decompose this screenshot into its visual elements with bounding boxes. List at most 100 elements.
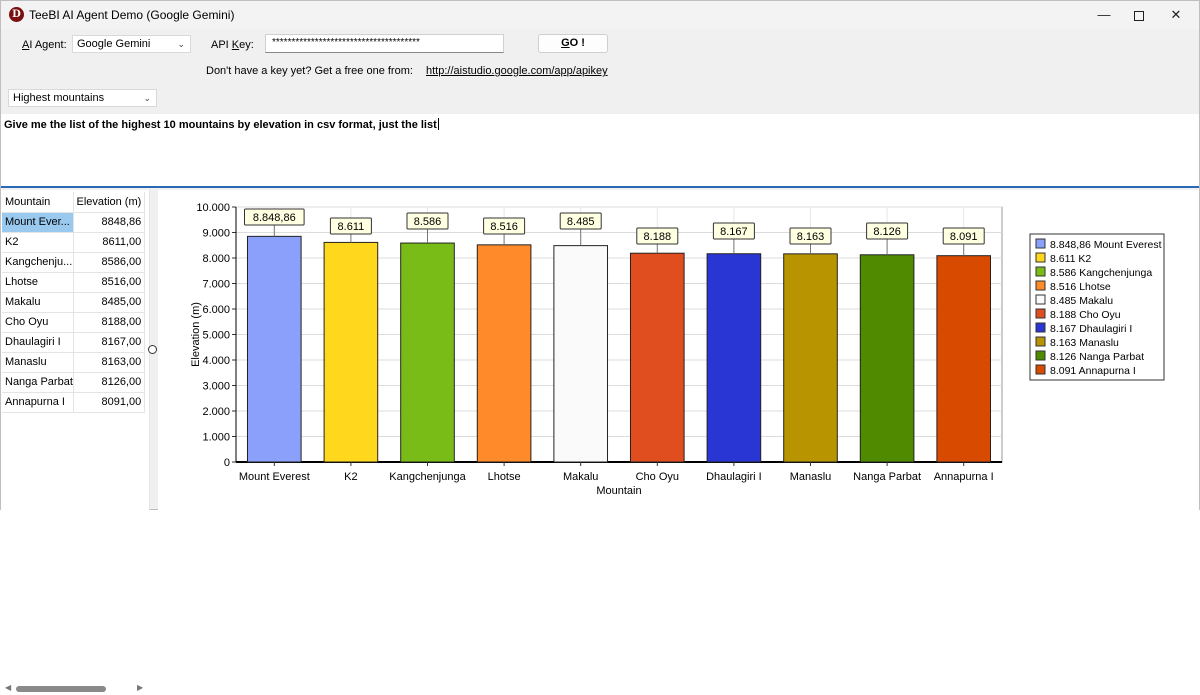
go-button-label: O ! <box>569 37 585 49</box>
maximize-icon <box>1134 10 1144 21</box>
legend-swatch <box>1035 294 1046 305</box>
cell-elevation[interactable]: 8848,86 <box>73 212 146 233</box>
data-label-box <box>483 217 526 235</box>
x-tick-label: K2 <box>344 471 357 483</box>
legend-swatch <box>1035 238 1046 249</box>
cell-mountain[interactable]: Lhotse <box>2 272 74 293</box>
data-label-box <box>329 217 372 235</box>
cell-elevation[interactable]: 8485,00 <box>73 292 146 313</box>
cell-mountain[interactable]: Makalu <box>2 292 74 313</box>
y-tick-label: 3.000 <box>202 381 230 393</box>
legend-entry: 8.516 Lhotse <box>1050 281 1111 293</box>
table-row[interactable]: Mount Ever... 8848,86 <box>2 212 146 233</box>
cell-elevation[interactable]: 8163,00 <box>73 352 146 373</box>
cell-elevation[interactable]: 8126,00 <box>73 372 146 393</box>
data-grid[interactable]: Mountain Elevation (m) Mount Ever... 8848… <box>1 190 150 692</box>
data-label: 8.586 <box>414 216 442 228</box>
cell-elevation[interactable]: 8611,00 <box>73 232 146 253</box>
api-key-link[interactable]: http://aistudio.google.com/app/apikey <box>426 65 608 77</box>
y-tick-label: 4.000 <box>202 355 230 367</box>
table-row[interactable]: K2 8611,00 <box>2 232 146 253</box>
legend-swatch <box>1035 322 1046 333</box>
cell-mountain[interactable]: Cho Oyu <box>2 312 74 333</box>
data-label: 8.611 <box>338 221 365 233</box>
chevron-down-icon: ⌄ <box>177 39 185 49</box>
bar <box>783 253 838 463</box>
data-label: 8.516 <box>490 221 518 233</box>
ai-agent-select[interactable]: Google Gemini ⌄ <box>72 35 191 53</box>
chart-panel: 0 1.000 2.000 3.000 4.000 5.000 6.000 7.000 8.00… <box>158 190 1199 510</box>
scroll-right-icon[interactable]: ▶ <box>137 683 144 692</box>
cell-mountain[interactable]: Dhaulagiri I <box>2 332 74 353</box>
column-header-mountain[interactable]: Mountain <box>2 192 74 213</box>
preset-select[interactable]: Highest mountains ⌄ <box>8 89 157 107</box>
legend-entry: 8.848,86 Mount Everest <box>1050 239 1162 251</box>
legend-entry: 8.163 Manaslu <box>1050 337 1119 349</box>
table-row[interactable]: Annapurna I 8091,00 <box>2 392 146 413</box>
table-row[interactable]: Lhotse 8516,00 <box>2 272 146 293</box>
ai-agent-label-accel: A <box>22 39 30 51</box>
scroll-left-icon[interactable]: ◀ <box>5 683 12 692</box>
y-tick-label: 0 <box>224 457 230 469</box>
cell-elevation[interactable]: 8516,00 <box>73 272 146 293</box>
window-title: TeeBI AI Agent Demo (Google Gemini) <box>29 8 235 22</box>
ai-agent-label-text: I Agent: <box>29 39 67 51</box>
bar <box>246 235 302 463</box>
column-header-elevation[interactable]: Elevation (m) <box>73 192 146 213</box>
y-axis-title: Elevation (m) <box>190 302 202 367</box>
legend-swatch <box>1035 280 1046 291</box>
cell-elevation[interactable]: 8167,00 <box>73 332 146 353</box>
cell-elevation[interactable]: 8188,00 <box>73 312 146 333</box>
legend-entry: 8.485 Makalu <box>1050 295 1113 307</box>
prompt-text: Give me the list of the highest 10 mount… <box>4 118 439 131</box>
title-bar[interactable]: D TeeBI AI Agent Demo (Google Gemini) — … <box>1 1 1199 29</box>
legend-swatch <box>1035 336 1046 347</box>
cell-mountain[interactable]: Nanga Parbat <box>2 372 74 393</box>
data-label-box <box>942 227 985 245</box>
cell-elevation[interactable]: 8586,00 <box>73 252 146 273</box>
cell-mountain[interactable]: Mount Ever... <box>2 212 74 233</box>
maximize-button[interactable] <box>1116 1 1162 29</box>
x-tick-label: Manaslu <box>790 471 832 483</box>
table-row[interactable]: Makalu 8485,00 <box>2 292 146 313</box>
cell-mountain[interactable]: Annapurna I <box>2 392 74 413</box>
cell-mountain[interactable]: K2 <box>2 232 74 253</box>
prompt-textarea[interactable]: Give me the list of the highest 10 mount… <box>1 114 1199 188</box>
data-label-box <box>712 222 755 240</box>
y-tick-label: 9.000 <box>202 228 230 240</box>
bar <box>706 253 762 463</box>
horizontal-scrollbar[interactable]: ◀ ▶ <box>2 683 149 695</box>
table-row[interactable]: Manaslu 8163,00 <box>2 352 146 373</box>
table-row[interactable]: Kangchenju... 8586,00 <box>2 252 146 273</box>
legend-entry: 8.611 K2 <box>1050 253 1091 265</box>
minimize-button[interactable]: — <box>1097 7 1111 22</box>
legend-entry: 8.188 Cho Oyu <box>1050 309 1121 321</box>
table-row[interactable]: Dhaulagiri I 8167,00 <box>2 332 146 353</box>
bar <box>400 242 455 463</box>
prompt-content: Give me the list of the highest 10 mount… <box>4 119 437 131</box>
table-row[interactable]: Nanga Parbat 8126,00 <box>2 372 146 393</box>
go-button[interactable]: GO ! <box>538 34 608 53</box>
api-key-input[interactable]: ************************************** <box>265 34 504 53</box>
data-label: 8.485 <box>567 216 595 228</box>
table-row[interactable]: Cho Oyu 8188,00 <box>2 312 146 333</box>
cell-mountain[interactable]: Manaslu <box>2 352 74 373</box>
cell-mountain[interactable]: Kangchenju... <box>2 252 74 273</box>
splitter-handle[interactable] <box>148 345 157 354</box>
cell-elevation[interactable]: 8091,00 <box>73 392 146 413</box>
scrollbar-thumb[interactable] <box>16 686 106 692</box>
x-tick-label: Makalu <box>563 471 598 483</box>
legend-swatch <box>1035 252 1046 263</box>
data-label: 8.126 <box>873 226 901 238</box>
app-logo-icon: D <box>9 7 24 22</box>
api-key-label-pre: API <box>211 39 232 51</box>
legend-box <box>1029 233 1165 381</box>
bar <box>476 244 532 463</box>
close-button[interactable]: ✕ <box>1170 7 1182 22</box>
ai-agent-value: Google Gemini <box>77 38 151 50</box>
legend-swatch <box>1035 266 1046 277</box>
bar <box>629 252 685 463</box>
api-key-label-post: ey: <box>239 39 254 51</box>
data-label: 8.167 <box>720 226 748 238</box>
